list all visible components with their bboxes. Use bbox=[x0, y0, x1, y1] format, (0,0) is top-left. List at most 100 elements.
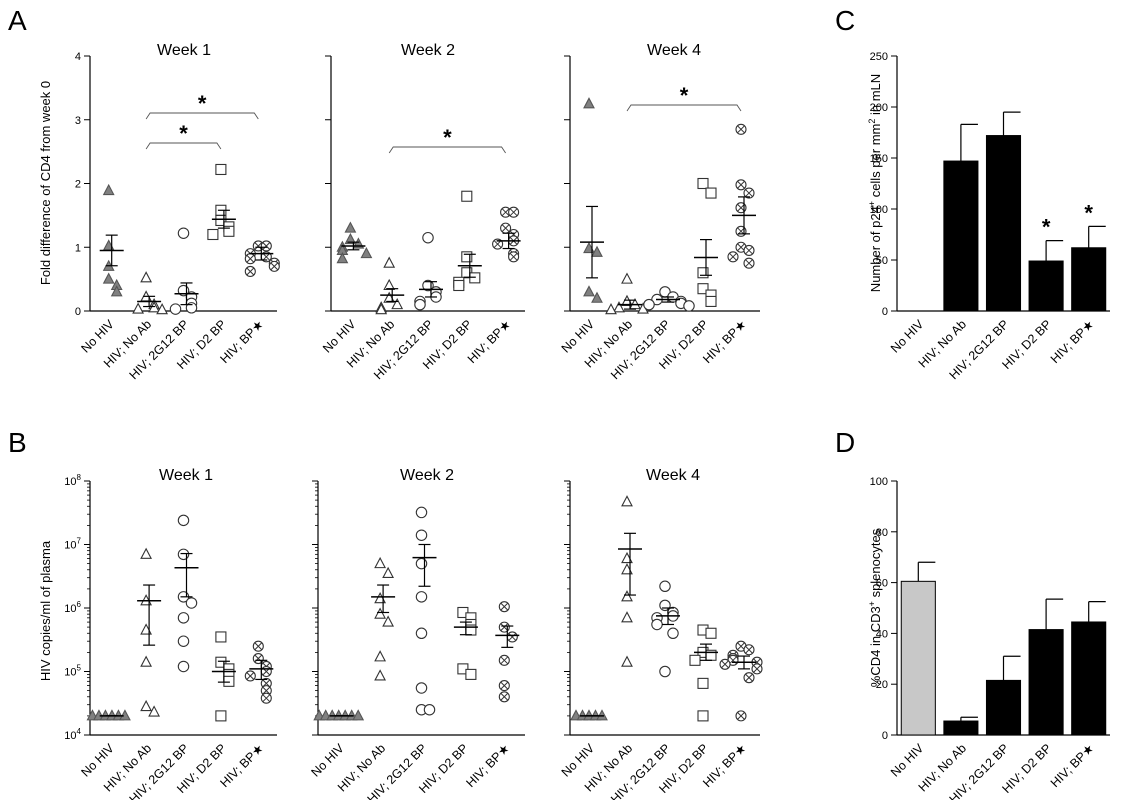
chart-b1-data-point bbox=[177, 548, 190, 561]
panel-c-ylabel-part-3: in mLN bbox=[868, 74, 883, 119]
chart-a1-data-point bbox=[102, 272, 115, 284]
chart-a2-data-point bbox=[422, 231, 434, 244]
panel-c-ylabel-part-2: cells per mm bbox=[868, 124, 883, 201]
chart-b2-data-point bbox=[382, 615, 395, 627]
chart-b2-x-tick-label: HIV; BP★ bbox=[463, 741, 512, 790]
chart-a1-data-point bbox=[132, 302, 145, 314]
chart-b2-data-point bbox=[465, 668, 477, 680]
chart-c-bar bbox=[1071, 247, 1107, 312]
chart-a3-data-point bbox=[743, 187, 755, 199]
chart-d-bar bbox=[943, 720, 979, 736]
chart-b1-y-tick-label: 107 bbox=[64, 537, 81, 552]
chart-b3-data-point bbox=[651, 618, 663, 631]
chart-a3-data-point bbox=[591, 245, 603, 257]
chart-b3-data-point bbox=[735, 710, 747, 722]
chart-a2-data-point bbox=[391, 297, 404, 310]
chart-d-bar bbox=[1028, 629, 1064, 736]
chart-a3-data-point bbox=[621, 272, 633, 284]
chart-b1-y-tick-label: 105 bbox=[64, 664, 81, 679]
panel-d-ylabel-part-1: %CD4 in CD3 bbox=[868, 606, 883, 687]
chart-c-bar bbox=[1028, 260, 1064, 312]
chart-c-bar bbox=[943, 160, 979, 312]
chart-a2-data-point bbox=[383, 278, 396, 291]
chart-a2-title: Week 2 bbox=[401, 42, 455, 59]
chart-b3-data-point bbox=[621, 655, 633, 667]
chart-b1-data-point bbox=[148, 705, 161, 717]
chart-b3-data-point bbox=[751, 663, 763, 675]
chart-b2-data-point bbox=[374, 669, 387, 681]
chart-a2-significance-label: * bbox=[443, 125, 452, 150]
panel-d-ylabel-sup: + bbox=[867, 601, 877, 606]
chart-b1-y-tick-exponent: 8 bbox=[77, 473, 82, 482]
chart-b1-data-point bbox=[140, 699, 153, 712]
chart-a1-significance-bracket bbox=[145, 142, 222, 150]
chart-b1-data-point bbox=[215, 710, 227, 722]
panel-d-y-axis-label: %CD4 in CD3+ splenocytes bbox=[867, 528, 883, 687]
chart-a3-data-point bbox=[683, 300, 695, 312]
chart-b2-data-point bbox=[374, 556, 387, 569]
chart-b2-data-point bbox=[498, 680, 510, 692]
chart-b3-data-point bbox=[659, 580, 671, 593]
chart-b3-data-point bbox=[697, 677, 709, 689]
chart-b1-data-point bbox=[177, 514, 190, 527]
chart-a1-data-point bbox=[223, 225, 235, 237]
chart-b1-data-point bbox=[252, 640, 264, 652]
chart-a1-data-point bbox=[252, 240, 264, 252]
chart-b2-data-point bbox=[374, 607, 387, 619]
chart-a1-significance-label: * bbox=[198, 91, 207, 116]
chart-b1-y-tick-exponent: 4 bbox=[77, 727, 82, 736]
chart-a1-data-point bbox=[215, 163, 227, 176]
chart-a2-significance-bracket bbox=[388, 146, 506, 154]
chart-c-y-tick-label: 250 bbox=[870, 51, 888, 63]
panel-letter-d: D bbox=[835, 427, 855, 458]
chart-b1-data-point bbox=[185, 597, 198, 609]
chart-b1-y-tick-exponent: 6 bbox=[77, 600, 82, 609]
chart-b2-data-point bbox=[498, 691, 510, 703]
chart-a3-data-point bbox=[735, 123, 747, 135]
chart-a3-data-point bbox=[605, 303, 617, 315]
chart-b1-data-point bbox=[215, 631, 227, 643]
chart-b2-data-point bbox=[374, 650, 387, 662]
chart-b1-y-tick-exponent: 5 bbox=[77, 664, 82, 673]
chart-b1-data-point bbox=[260, 665, 272, 678]
chart-a3-significance-bracket bbox=[626, 104, 742, 112]
chart-b3-data-point bbox=[743, 672, 755, 684]
chart-a3-data-point bbox=[583, 97, 595, 109]
chart-a1-title: Week 1 bbox=[157, 42, 211, 59]
chart-a3-data-point bbox=[613, 301, 625, 313]
chart-a2-data-point bbox=[344, 232, 357, 245]
chart-d-y-tick-label: 40 bbox=[876, 628, 888, 640]
chart-a2-data-point bbox=[383, 256, 396, 268]
chart-a2-data-point bbox=[500, 222, 512, 234]
chart-a1-significance-bracket bbox=[145, 112, 259, 120]
chart-b3-data-point bbox=[621, 590, 633, 602]
chart-a2-data-point bbox=[414, 298, 426, 311]
chart-a3-data-point bbox=[743, 244, 755, 256]
chart-a3-significance-label: * bbox=[680, 83, 689, 108]
chart-a3-title: Week 4 bbox=[647, 42, 701, 59]
chart-a1-data-point bbox=[268, 260, 280, 272]
chart-d-y-tick-label: 20 bbox=[876, 679, 888, 691]
chart-b1-y-tick-label: 104 bbox=[64, 727, 81, 742]
chart-c-bar bbox=[985, 135, 1022, 312]
chart-b3-data-point bbox=[743, 644, 755, 656]
chart-a2-data-point bbox=[344, 221, 357, 233]
chart-d-y-tick-label: 80 bbox=[876, 527, 888, 539]
chart-b1-data-point bbox=[215, 656, 227, 668]
chart-a3-data-point bbox=[705, 295, 717, 307]
chart-d-x-tick-label: No HIV bbox=[888, 741, 927, 780]
chart-a3-data-point bbox=[697, 177, 709, 190]
chart-b1-data-point bbox=[140, 655, 153, 667]
chart-b2-data-point bbox=[498, 654, 510, 666]
chart-d-bar bbox=[985, 679, 1022, 736]
panel-letter-b: B bbox=[8, 427, 27, 458]
chart-b2-data-point bbox=[415, 682, 428, 694]
chart-b1-y-tick-label: 108 bbox=[64, 473, 81, 488]
chart-b2-title: Week 2 bbox=[400, 467, 454, 484]
chart-b3-title: Week 4 bbox=[646, 467, 700, 484]
chart-b2-data-point bbox=[415, 557, 428, 570]
chart-b2-data-point bbox=[423, 703, 436, 716]
chart-c-y-tick-label: 0 bbox=[882, 306, 888, 318]
chart-c-significance-label: * bbox=[1042, 215, 1051, 240]
panel-letter-c: C bbox=[835, 5, 855, 36]
